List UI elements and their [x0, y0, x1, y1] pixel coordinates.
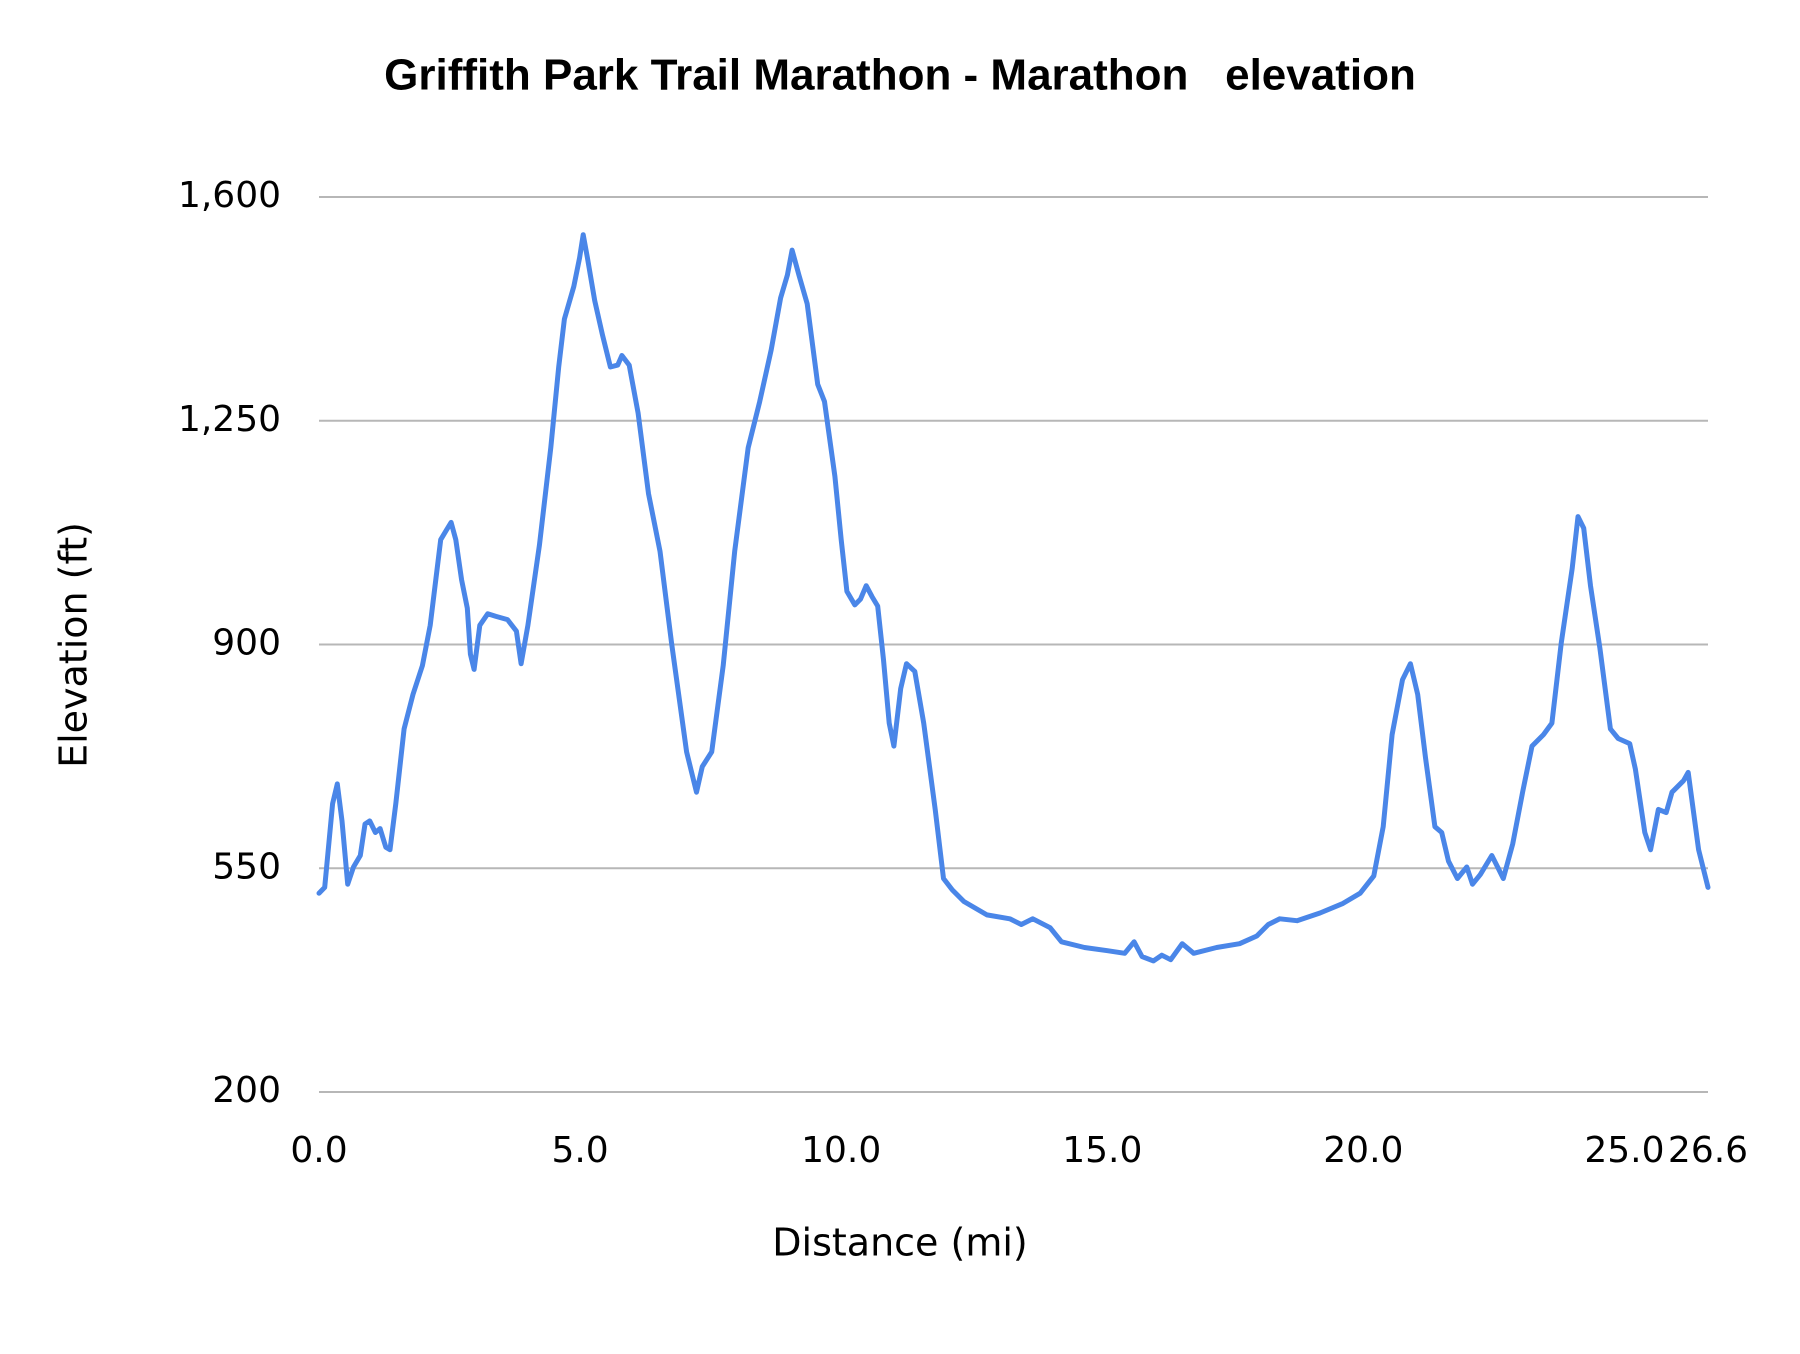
grid: [319, 196, 1708, 1093]
plot-area: [316, 232, 1711, 964]
x-axis-title: Distance (mi): [772, 1221, 1027, 1265]
y-tick-label: 900: [212, 623, 281, 664]
x-tick-label: 20.0: [1323, 1130, 1403, 1171]
x-tick-label: 5.0: [551, 1130, 608, 1171]
y-axis-title: Elevation (ft): [52, 522, 96, 768]
elevation-line: [316, 232, 1711, 964]
y-tick-label: 1,600: [178, 175, 281, 216]
chart-title: Griffith Park Trail Marathon - Marathon …: [384, 51, 1416, 100]
y-tick-label: 1,250: [178, 399, 281, 440]
y-tick-label: 550: [212, 846, 281, 887]
x-tick-label: 10.0: [801, 1130, 881, 1171]
x-tick-label: 0.0: [290, 1130, 347, 1171]
y-tick-label: 200: [212, 1070, 281, 1111]
x-tick-label: 25.0: [1584, 1130, 1664, 1171]
x-tick-label: 26.6: [1668, 1130, 1748, 1171]
x-tick-label: 15.0: [1062, 1130, 1142, 1171]
